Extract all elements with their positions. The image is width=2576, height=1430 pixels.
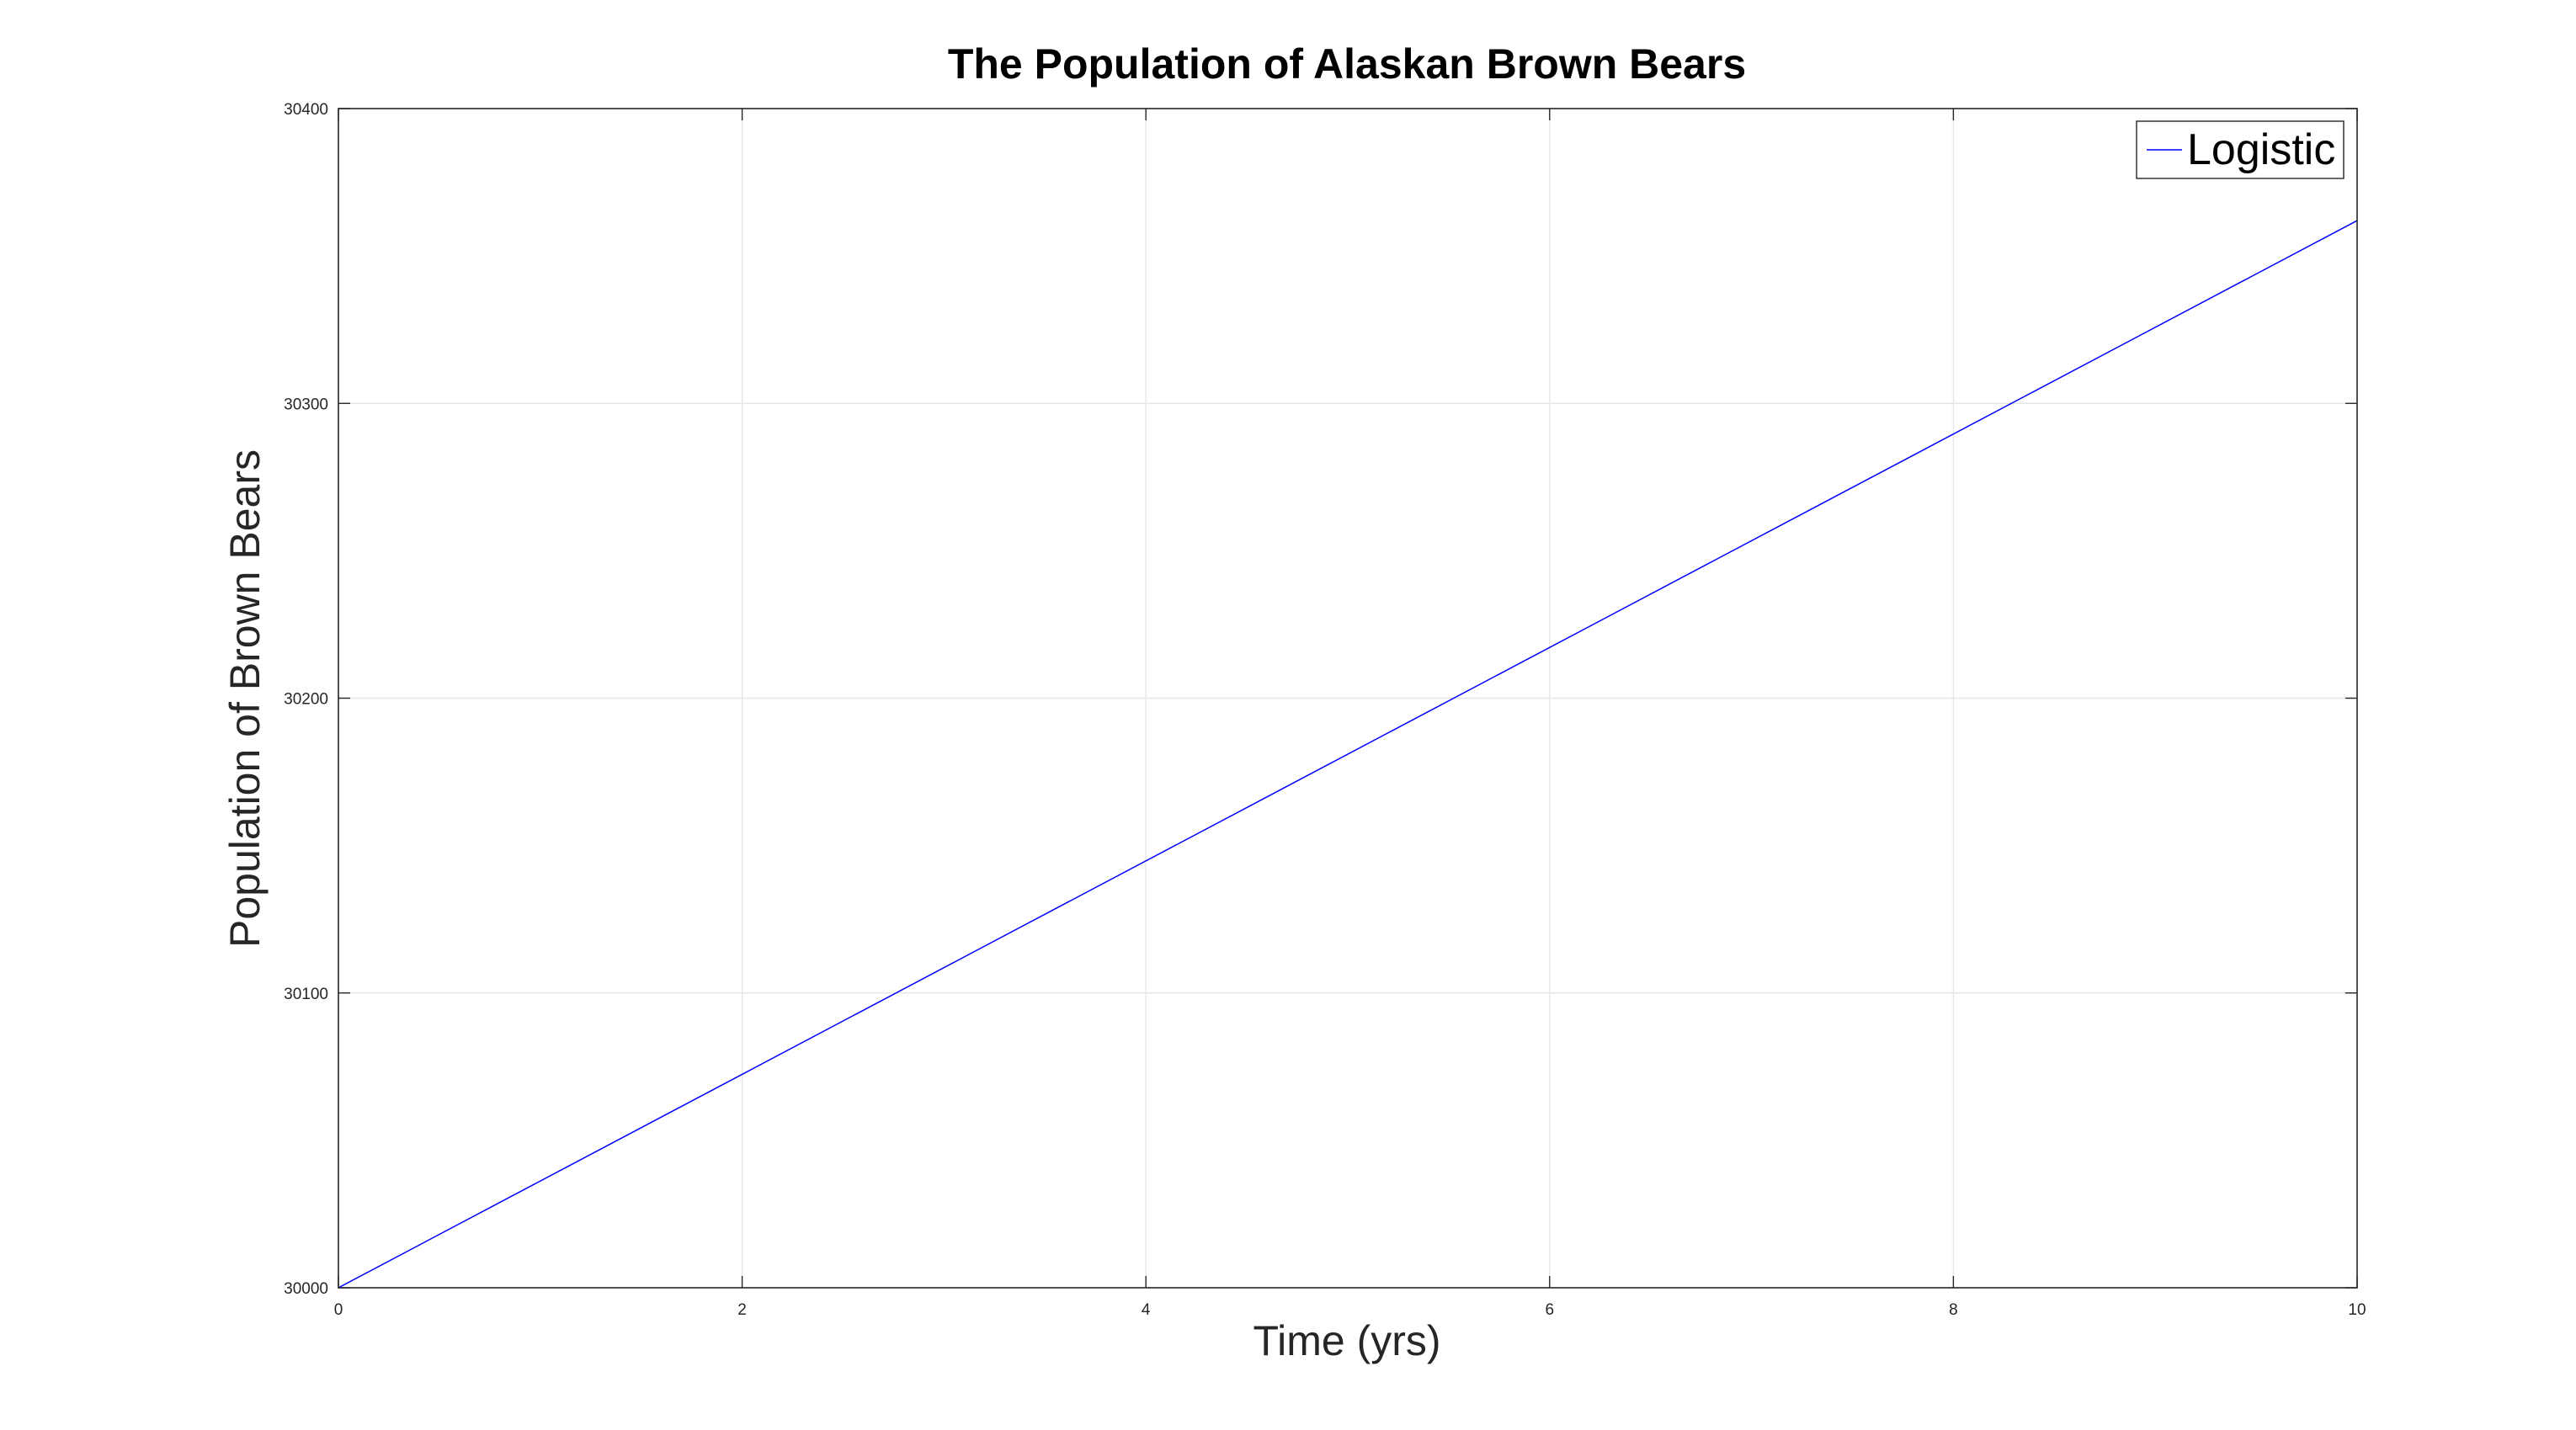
y-tick-label: 30100 bbox=[284, 986, 328, 1003]
y-tick-label: 30000 bbox=[284, 1280, 328, 1298]
x-tick-label: 8 bbox=[1949, 1301, 1958, 1319]
x-tick-label: 0 bbox=[334, 1301, 343, 1319]
series-layer bbox=[338, 220, 2358, 1289]
x-tick-label: 10 bbox=[2348, 1301, 2366, 1319]
y-axis-label: Population of Brown Bears bbox=[221, 449, 269, 948]
tick-labels: 0 2 4 6 8 10 30000 30100 30200 30300 30400 bbox=[284, 101, 2366, 1319]
y-tick-label: 30300 bbox=[284, 396, 328, 413]
legend-label-logistic: Logistic bbox=[2187, 125, 2335, 174]
legend: Logistic bbox=[2136, 120, 2344, 179]
y-tick-label: 30200 bbox=[284, 691, 328, 709]
x-tick-label: 6 bbox=[1546, 1301, 1555, 1319]
x-axis-label: Time (yrs) bbox=[1253, 1317, 1440, 1364]
y-tick-label: 30400 bbox=[284, 101, 328, 119]
ticks bbox=[338, 108, 2358, 1289]
series-line-logistic bbox=[338, 220, 2358, 1289]
x-tick-label: 2 bbox=[737, 1301, 747, 1319]
x-tick-label: 4 bbox=[1142, 1301, 1151, 1319]
chart-title: The Population of Alaskan Brown Bears bbox=[948, 40, 1746, 88]
grid bbox=[338, 109, 2357, 1288]
